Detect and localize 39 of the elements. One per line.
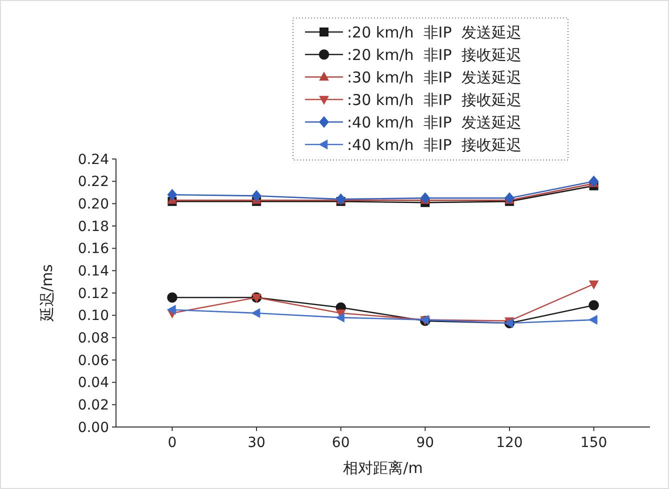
point (588, 314, 598, 325)
y-axis-title: 延迟/ms (38, 264, 56, 323)
y-tick-label: 0.00 (78, 420, 109, 436)
point (167, 188, 178, 201)
y-tick-label: 0.18 (78, 218, 109, 235)
legend-label: :40 km/h 非IP 发送延迟 (347, 113, 522, 132)
point (588, 300, 599, 310)
y-tick-label: 0.06 (78, 352, 110, 369)
legend-label: :30 km/h 非IP 接收延迟 (347, 90, 522, 109)
legend-label: :40 km/h 非IP 接收延迟 (347, 136, 522, 154)
x-tick-label: 30 (248, 435, 266, 451)
y-tick-label: 0.24 (78, 152, 110, 168)
x-tick-label: 60 (332, 435, 350, 451)
y-tick-label: 0.10 (78, 308, 109, 324)
legend-label: :30 km/h 非IP 发送延迟 (347, 68, 522, 86)
y-tick-label: 0.22 (78, 174, 109, 190)
legend-label: :20 km/h 非IP 发送延迟 (347, 23, 522, 42)
y-tick-label: 0.02 (78, 398, 109, 414)
legend-label: :20 km/h 非IP 接收延迟 (347, 46, 522, 64)
y-tick-label: 0.12 (78, 286, 109, 302)
y-tick-label: 0.08 (78, 330, 109, 347)
point (588, 175, 599, 188)
point (252, 190, 262, 202)
x-axis-title: 相对距离/m (343, 459, 423, 477)
y-tick-label: 0.04 (78, 375, 110, 392)
point (588, 280, 599, 290)
y-tick-label: 0.16 (78, 241, 110, 258)
point (251, 308, 260, 318)
point (335, 312, 344, 323)
x-tick-label: 150 (580, 435, 608, 451)
x-tick-label: 120 (496, 435, 523, 451)
y-tick-label: 0.20 (78, 196, 109, 213)
x-tick-label: 90 (416, 435, 434, 451)
point (166, 304, 176, 315)
point (420, 192, 430, 204)
point (167, 292, 178, 303)
x-tick-label: 0 (168, 435, 177, 451)
point (504, 192, 514, 204)
y-tick-label: 0.14 (78, 264, 110, 280)
